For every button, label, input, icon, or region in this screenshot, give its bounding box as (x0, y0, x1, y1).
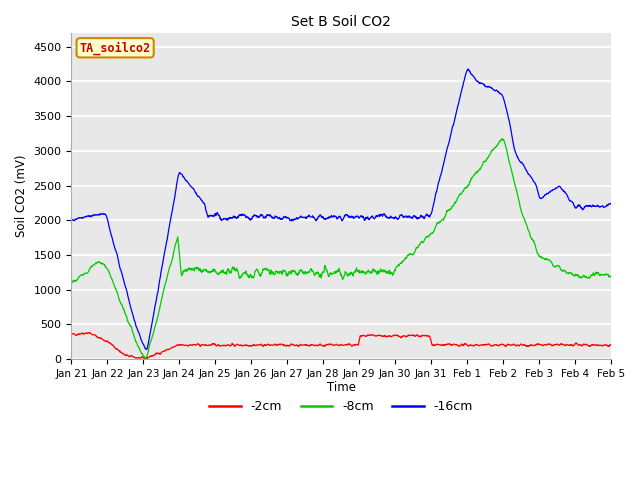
Title: Set B Soil CO2: Set B Soil CO2 (291, 15, 391, 29)
X-axis label: Time: Time (326, 382, 356, 395)
Y-axis label: Soil CO2 (mV): Soil CO2 (mV) (15, 155, 28, 237)
Text: TA_soilco2: TA_soilco2 (79, 41, 151, 55)
Legend: -2cm, -8cm, -16cm: -2cm, -8cm, -16cm (204, 395, 478, 418)
